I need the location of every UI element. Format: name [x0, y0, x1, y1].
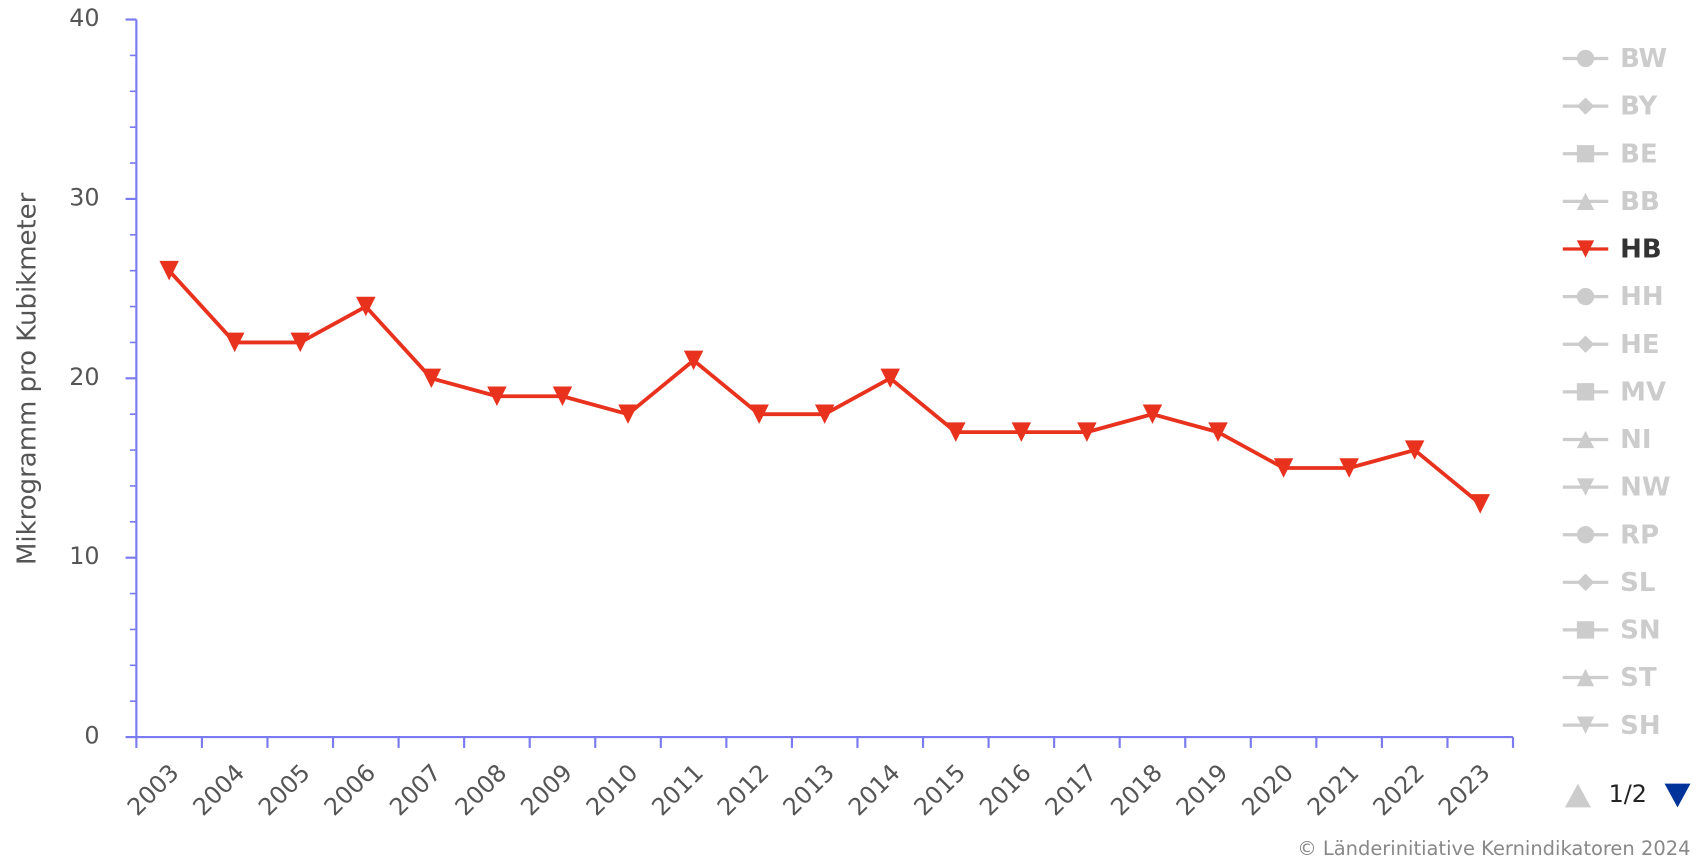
data-point: [224, 332, 245, 353]
x-tick-label: 2009: [515, 759, 578, 822]
legend-label[interactable]: HB: [1620, 235, 1662, 265]
x-tick-label: 2019: [1171, 759, 1234, 822]
legend-marker: [1576, 716, 1595, 734]
data-point: [1470, 494, 1490, 514]
data-point: [1142, 404, 1163, 424]
data-point: [880, 368, 900, 389]
x-tick-label: 2012: [712, 759, 775, 822]
data-point: [356, 296, 376, 317]
data-point: [1208, 422, 1228, 442]
legend-label[interactable]: BE: [1620, 139, 1658, 169]
data-point: [1077, 422, 1097, 442]
x-tick-label: 2022: [1367, 759, 1430, 822]
legend-page: 1/2: [1609, 780, 1647, 808]
x-tick-label: 2007: [384, 759, 447, 822]
x-tick-label: 2011: [646, 759, 709, 822]
legend-label[interactable]: SN: [1620, 616, 1660, 646]
data-point: [814, 404, 835, 424]
x-tick-label: 2006: [319, 759, 382, 822]
data-point: [159, 260, 179, 281]
legend-marker: [1576, 430, 1595, 449]
x-tick-label: 2014: [843, 759, 906, 822]
legend-marker: [1576, 97, 1595, 115]
legend-page-down[interactable]: [1664, 783, 1691, 808]
legend-page-up[interactable]: [1564, 783, 1591, 808]
data-point: [1011, 422, 1032, 442]
legend-label[interactable]: HE: [1620, 330, 1659, 360]
x-tick-label: 2021: [1302, 759, 1365, 822]
y-tick-label: 20: [69, 363, 99, 391]
data-point: [487, 386, 507, 406]
data-point: [1273, 458, 1294, 478]
legend-marker: [1576, 383, 1595, 401]
legend-marker: [1576, 478, 1595, 496]
x-tick-label: 2003: [122, 759, 185, 822]
legend-label[interactable]: HH: [1620, 282, 1663, 312]
data-point: [421, 368, 442, 389]
legend-label[interactable]: BY: [1620, 92, 1658, 122]
x-tick-label: 2008: [450, 759, 513, 822]
x-tick-label: 2013: [777, 759, 840, 822]
legend-marker: [1576, 335, 1595, 353]
legend-marker: [1576, 240, 1595, 258]
x-tick-label: 2018: [1105, 759, 1168, 822]
legend-marker: [1576, 573, 1595, 591]
y-tick-label: 30: [69, 183, 99, 211]
x-tick-label: 2020: [1236, 759, 1299, 822]
data-point: [946, 422, 966, 442]
legend-marker: [1576, 145, 1595, 163]
x-tick-label: 2017: [1040, 759, 1103, 822]
x-tick-label: 2023: [1433, 759, 1496, 822]
x-tick-label: 2010: [581, 759, 644, 822]
legend-marker: [1576, 49, 1595, 68]
legend-marker: [1576, 668, 1595, 687]
x-tick-label: 2004: [187, 759, 250, 822]
y-axis-label: Mikrogramm pro Kubikmeter: [13, 192, 43, 565]
legend-label[interactable]: MV: [1620, 377, 1666, 407]
data-point: [552, 386, 573, 406]
legend-label[interactable]: BB: [1620, 187, 1660, 217]
data-point: [290, 332, 310, 353]
credits: © Länderinitiative Kernindikatoren 2024: [1297, 837, 1690, 860]
data-point: [618, 404, 638, 424]
x-tick-label: 2016: [974, 759, 1037, 822]
x-tick-label: 2005: [253, 759, 316, 822]
legend-marker: [1576, 526, 1595, 544]
legend-label[interactable]: ST: [1620, 663, 1657, 693]
data-point: [1404, 440, 1425, 460]
legend-label[interactable]: NW: [1620, 473, 1670, 503]
data-point: [683, 350, 704, 371]
legend-label[interactable]: RP: [1620, 520, 1659, 550]
y-tick-label: 0: [84, 722, 99, 750]
data-point: [1339, 458, 1359, 478]
legend-label[interactable]: NI: [1620, 425, 1651, 455]
data-point: [749, 404, 769, 424]
legend-label[interactable]: SH: [1620, 711, 1660, 741]
legend-marker: [1576, 192, 1595, 211]
legend-marker: [1576, 621, 1595, 639]
y-tick-label: 10: [69, 542, 99, 570]
legend-label[interactable]: BW: [1620, 44, 1667, 74]
legend-label[interactable]: SL: [1620, 568, 1655, 598]
x-tick-label: 2015: [909, 759, 972, 822]
legend-marker: [1576, 287, 1595, 306]
y-tick-label: 40: [69, 4, 99, 32]
